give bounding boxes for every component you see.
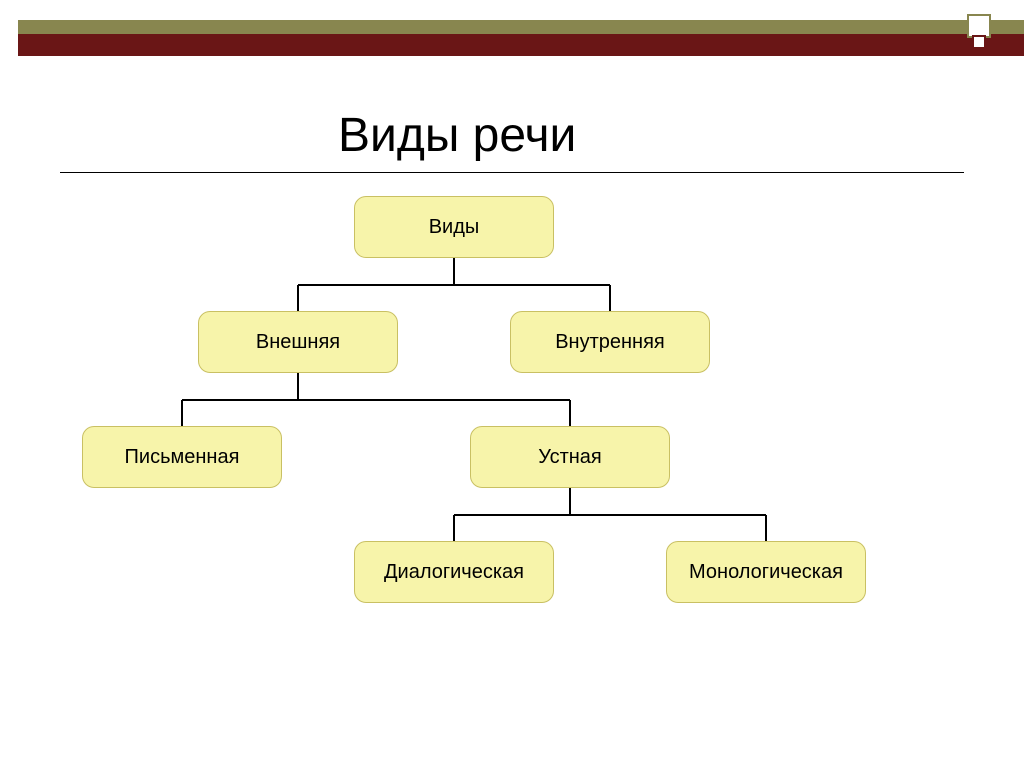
slide-title: Виды речи	[338, 108, 576, 163]
connector-h	[298, 284, 610, 286]
header-maroon-bar	[18, 34, 1024, 56]
connector-v	[765, 515, 767, 542]
header-bullet-inner	[972, 35, 986, 49]
title-underline	[60, 172, 964, 173]
connector-v	[181, 400, 183, 427]
tree-node-dial: Диалогическая	[354, 541, 554, 603]
connector-v	[609, 285, 611, 312]
tree-node-mono: Монологическая	[666, 541, 866, 603]
connector-v	[297, 285, 299, 312]
connector-v	[569, 400, 571, 427]
tree-node-label: Диалогическая	[384, 561, 524, 584]
connector-v	[453, 515, 455, 542]
connector-v	[569, 488, 571, 515]
tree-node-root: Виды	[354, 196, 554, 258]
tree-node-label: Внешняя	[256, 331, 340, 354]
tree-node-int: Внутренняя	[510, 311, 710, 373]
tree-node-oral: Устная	[470, 426, 670, 488]
connector-h	[182, 399, 570, 401]
tree-node-label: Письменная	[125, 446, 240, 469]
tree-node-label: Монологическая	[689, 561, 843, 584]
tree-node-ext: Внешняя	[198, 311, 398, 373]
tree-node-label: Внутренняя	[555, 331, 665, 354]
header-olive-bar	[18, 20, 1024, 34]
connector-h	[454, 514, 766, 516]
tree-node-writ: Письменная	[82, 426, 282, 488]
connector-v	[297, 373, 299, 400]
tree-node-label: Устная	[538, 446, 602, 469]
connector-v	[453, 258, 455, 285]
tree-node-label: Виды	[429, 216, 480, 239]
